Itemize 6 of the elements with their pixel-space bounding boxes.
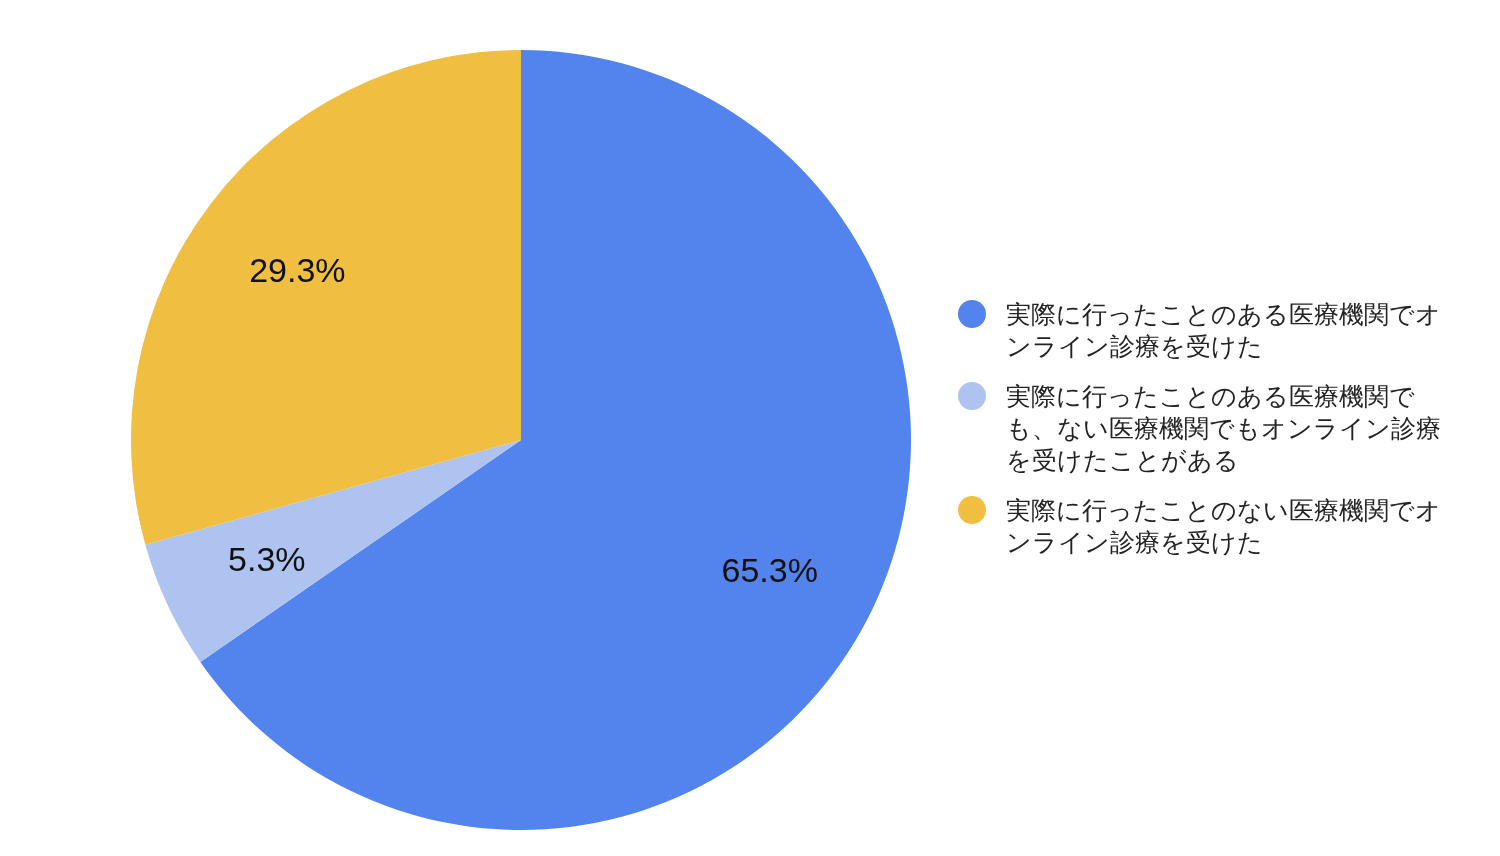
legend-label: 実際に行ったことのある医療機関でオンライン診療を受けた xyxy=(1006,299,1442,362)
legend-label: 実際に行ったことのない医療機関でオンライン診療を受けた xyxy=(1006,495,1442,558)
data-label: 65.3% xyxy=(721,551,818,590)
data-label: 5.3% xyxy=(228,540,306,579)
legend-label: 実際に行ったことのある医療機関でも、ない医療機関でもオンライン診療を受けたことがある xyxy=(1006,381,1442,476)
data-label: 29.3% xyxy=(249,251,346,290)
